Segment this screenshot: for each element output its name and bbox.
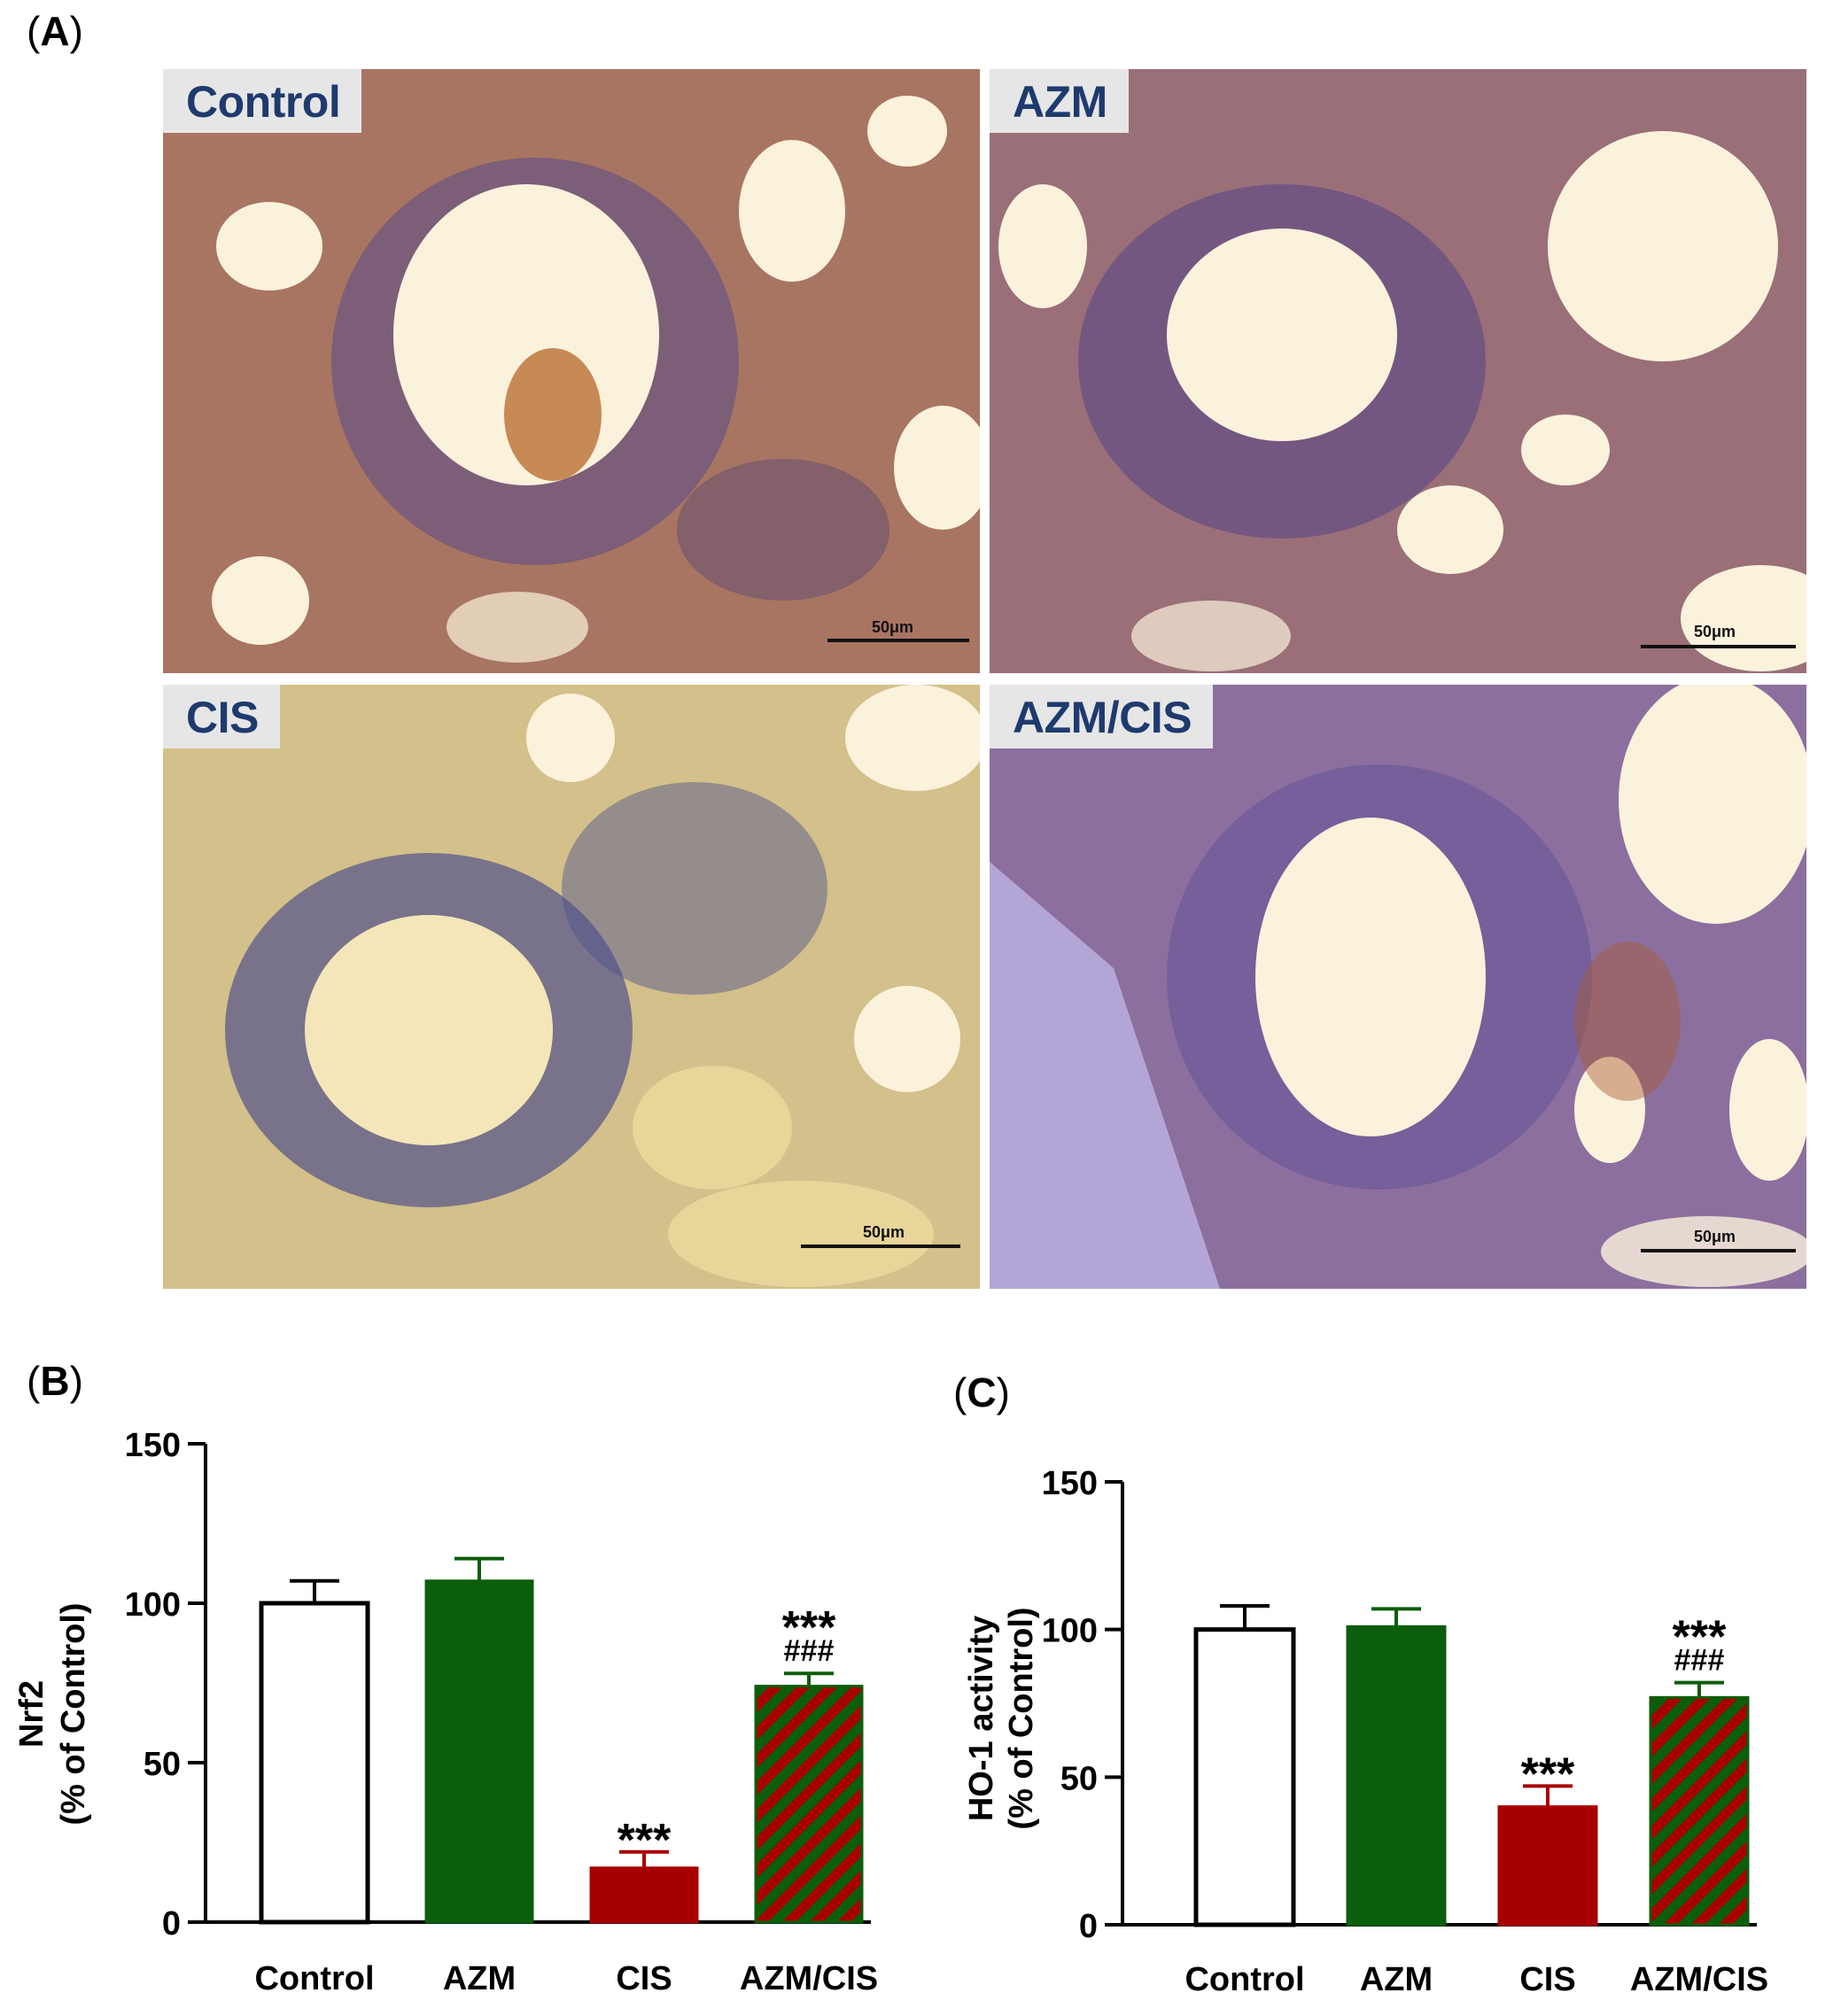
bar-azm-cis	[1649, 1695, 1750, 1927]
bar-cis	[1497, 1805, 1598, 1927]
x-tick-label: CIS	[1519, 1961, 1575, 1998]
scale-bar	[801, 1244, 960, 1248]
bar-control	[1193, 1627, 1296, 1927]
scale-bar-label: 50μm	[1694, 1228, 1736, 1245]
scale-bar-label: 50μm	[1694, 623, 1736, 640]
panel-a-letter: (A)	[27, 8, 83, 54]
y-tick-label: 100	[1042, 1613, 1098, 1650]
x-tick-label: AZM/CIS	[740, 1960, 878, 1997]
x-tick-label: CIS	[616, 1960, 672, 1997]
micrograph-label: AZM/CIS	[990, 685, 1214, 748]
micrograph-azm-image	[990, 69, 1806, 673]
scale-bar-label: 50μm	[863, 1223, 905, 1241]
bar-azm	[424, 1579, 534, 1924]
chart-ho1-svg: 0 50 100 150 HO-1 activity (% of Control) Cont…	[963, 1465, 1768, 1998]
scale-bar	[1641, 1249, 1796, 1252]
scale-bar-label: 50μm	[872, 618, 914, 636]
bar-cis	[589, 1866, 699, 1924]
micrograph-azm: AZM 50μm	[990, 69, 1806, 673]
panel-c-letter: (C)	[953, 1369, 1010, 1415]
y-tick-label: 0	[162, 1905, 181, 1942]
y-axis-label-line2: (% of Control)	[55, 1602, 92, 1825]
significance-stars: ***	[1521, 1748, 1575, 1800]
significance-stars: ***	[782, 1602, 836, 1654]
micrograph-azm-cis: AZM/CIS 50μm	[990, 685, 1806, 1289]
panel-b-letter: (B)	[27, 1358, 83, 1404]
y-tick-label: 150	[125, 1427, 181, 1464]
y-axis-label-line1: Nrf2	[13, 1680, 50, 1748]
y-axis-label-line1: HO-1 activity	[963, 1616, 1000, 1821]
x-tick-label: Control	[1184, 1961, 1304, 1998]
y-tick-label: 50	[144, 1746, 181, 1783]
y-tick-label: 50	[1060, 1760, 1098, 1797]
bar-azm-cis	[754, 1685, 864, 1924]
significance-hashes: ###	[1674, 1644, 1725, 1678]
x-tick-label: AZM	[443, 1960, 516, 1997]
y-tick-label: 150	[1042, 1465, 1098, 1502]
significance-hashes: ###	[784, 1634, 835, 1668]
micrograph-azm-cis-image	[990, 685, 1806, 1289]
significance-stars: ***	[617, 1815, 672, 1866]
chart-ho1: 0 50 100 150 HO-1 activity (% of Control) Cont…	[930, 1417, 1833, 2012]
significance-stars: ***	[1673, 1612, 1727, 1663]
x-tick-label: Control	[254, 1960, 374, 1997]
micrograph-cis: CIS 50μm	[163, 685, 980, 1289]
bar-control	[259, 1601, 370, 1925]
micrograph-control: Control 50μm	[163, 69, 980, 673]
x-tick-label: AZM/CIS	[1630, 1961, 1768, 1998]
y-axis-label-line2: (% of Control)	[1003, 1607, 1040, 1829]
micrograph-label: Control	[163, 69, 362, 133]
micrograph-control-image	[163, 69, 980, 673]
y-tick-label: 100	[125, 1586, 181, 1624]
scale-bar	[827, 639, 969, 642]
y-tick-label: 0	[1079, 1908, 1098, 1945]
micrograph-cis-image	[163, 685, 980, 1289]
micrograph-label: CIS	[163, 685, 280, 748]
scale-bar	[1641, 645, 1796, 648]
chart-nrf2-svg: 0 50 100 150 Nrf2 (% of Control) Control AZM ***…	[13, 1427, 878, 1997]
x-tick-label: AZM	[1360, 1961, 1433, 1998]
bar-azm	[1346, 1624, 1447, 1927]
micrograph-label: AZM	[990, 69, 1129, 133]
chart-nrf2: 0 50 100 150 Nrf2 (% of Control) Control AZM ***…	[0, 1408, 921, 2012]
